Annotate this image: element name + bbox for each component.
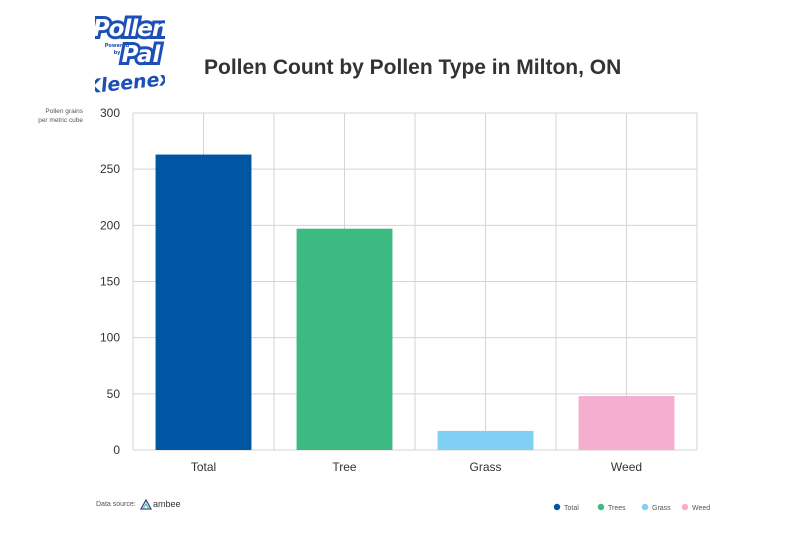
legend-label: Total [564, 505, 579, 512]
x-category-label: Tree [332, 460, 357, 474]
y-tick-label: 150 [100, 275, 120, 289]
data-source: Data source: ambee [96, 498, 181, 510]
logo-line2: Pal [122, 42, 162, 68]
ambee-icon-accent [142, 503, 150, 510]
legend: Total Trees Grass Weed [553, 503, 710, 512]
legend-swatch [641, 503, 649, 511]
legend-label: Trees [608, 505, 626, 512]
logo-powered: Powered [105, 43, 130, 49]
legend-label: Grass [652, 505, 671, 512]
y-tick-label: 0 [113, 443, 120, 457]
x-category-label: Weed [611, 460, 642, 474]
y-tick-labels: 0 50 100 150 200 250 300 [100, 106, 120, 457]
bar-tree [296, 228, 393, 450]
x-category-label: Total [191, 460, 216, 474]
chart-title: Pollen Count by Pollen Type in Milton, O… [204, 56, 621, 79]
y-axis-label: Pollen grains per metric cube [38, 108, 84, 124]
ambee-icon [139, 498, 153, 510]
logo-line1: Pollen [95, 16, 165, 42]
y-axis-label-line: per metric cube [38, 117, 83, 124]
data-source-name: ambee [153, 499, 181, 509]
y-tick-label: 200 [100, 218, 120, 232]
legend-swatch [681, 503, 689, 511]
data-source-label: Data source: [96, 501, 136, 508]
y-tick-label: 250 [100, 162, 120, 176]
x-category-label: Grass [469, 460, 501, 474]
y-tick-label: 100 [100, 331, 120, 345]
y-tick-label: 300 [100, 106, 120, 120]
legend-swatch [597, 503, 605, 511]
y-axis-label-line: Pollen grains [45, 108, 83, 115]
legend-swatch [553, 503, 561, 511]
pollen-pal-logo: Pollen Pal Powered by Kleenex [95, 13, 165, 98]
x-category-labels: Total Tree Grass Weed [191, 460, 642, 474]
bar-grass [437, 430, 534, 450]
legend-label: Weed [692, 505, 710, 512]
logo-by: by [114, 50, 122, 56]
bar-weed [578, 396, 675, 450]
bars [155, 154, 675, 450]
y-tick-label: 50 [107, 387, 121, 401]
bar-total [155, 154, 252, 450]
